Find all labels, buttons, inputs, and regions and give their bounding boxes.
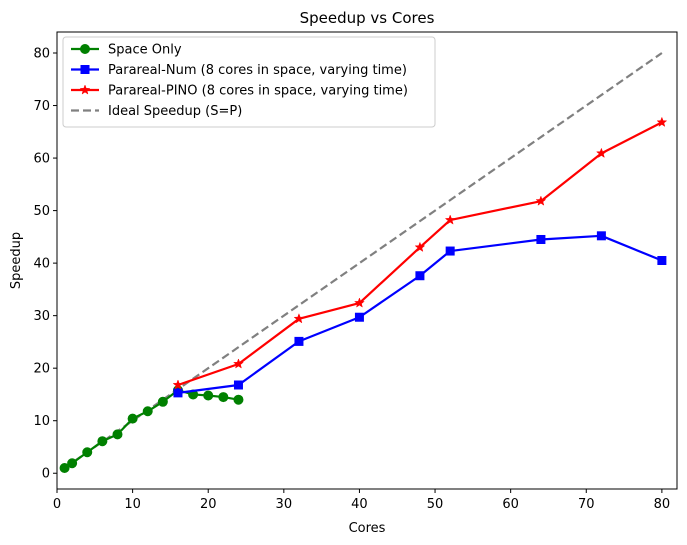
y-tick-label: 60 xyxy=(33,152,50,167)
data-point xyxy=(444,214,456,225)
series-line xyxy=(63,389,239,469)
data-point xyxy=(656,116,668,127)
data-point xyxy=(67,458,78,469)
data-point xyxy=(445,246,455,256)
data-point xyxy=(595,147,607,158)
legend-label: Parareal-Num (8 cores in space, varying … xyxy=(108,63,407,78)
data-point xyxy=(173,388,183,398)
legend-item: Parareal-Num (8 cores in space, varying … xyxy=(71,63,407,78)
series-line xyxy=(177,121,663,387)
legend-item: Parareal-PINO (8 cores in space, varying… xyxy=(71,84,408,99)
plot-frame xyxy=(56,31,678,490)
data-point xyxy=(414,241,426,252)
data-point xyxy=(112,429,123,440)
legend-label: Parareal-PINO (8 cores in space, varying… xyxy=(108,84,408,99)
x-tick-label: 20 xyxy=(200,497,217,512)
legend-label: Ideal Speedup (S=P) xyxy=(108,104,242,119)
legend-item: Ideal Speedup (S=P) xyxy=(71,104,242,119)
data-point xyxy=(218,392,229,403)
data-point xyxy=(203,390,214,401)
y-tick-label: 30 xyxy=(33,309,50,324)
y-tick-label: 10 xyxy=(33,414,50,429)
data-point xyxy=(233,358,244,369)
data-point xyxy=(59,462,70,473)
legend-box xyxy=(62,36,436,128)
data-point xyxy=(233,394,244,405)
data-point xyxy=(415,271,425,281)
y-tick-label: 70 xyxy=(33,99,50,114)
data-point xyxy=(127,413,138,424)
y-tick-label: 40 xyxy=(33,257,50,272)
legend-marker xyxy=(80,44,90,54)
data-point xyxy=(536,234,546,244)
y-tick-label: 20 xyxy=(33,362,50,377)
data-point xyxy=(535,195,547,206)
data-point xyxy=(596,231,606,241)
series-line xyxy=(177,234,663,394)
legend-item: Space Only xyxy=(71,43,182,58)
data-point xyxy=(293,313,305,324)
x-axis-label: Cores xyxy=(349,521,386,536)
x-tick-label: 70 xyxy=(578,497,595,512)
y-tick-label: 0 xyxy=(42,467,50,482)
series-2 xyxy=(172,116,668,390)
data-point xyxy=(354,312,364,322)
data-point xyxy=(233,380,243,390)
data-point xyxy=(97,436,108,447)
x-tick-label: 80 xyxy=(654,497,671,512)
data-point xyxy=(142,406,153,417)
y-tick-label: 50 xyxy=(33,204,50,219)
legend-label: Space Only xyxy=(108,43,182,58)
data-point xyxy=(354,297,365,308)
x-tick-label: 0 xyxy=(53,497,61,512)
series-1 xyxy=(173,231,667,398)
data-point xyxy=(172,379,184,390)
data-point xyxy=(82,447,93,458)
data-point xyxy=(657,256,667,265)
chart-title: Speedup vs Cores xyxy=(300,9,435,27)
x-tick-label: 50 xyxy=(427,497,444,512)
x-tick-label: 10 xyxy=(124,497,141,512)
y-axis-label: Speedup xyxy=(9,232,24,289)
data-point xyxy=(294,336,304,346)
series-0 xyxy=(59,385,244,473)
x-tick-label: 30 xyxy=(276,497,293,512)
legend-marker xyxy=(80,65,90,74)
x-tick-label: 60 xyxy=(502,497,519,512)
y-tick-label: 80 xyxy=(33,47,50,62)
legend-marker xyxy=(79,84,91,95)
x-tick-label: 40 xyxy=(351,497,368,512)
data-point xyxy=(157,396,168,407)
legend: Space Only Parareal-Num (8 cores in space… xyxy=(62,36,436,128)
